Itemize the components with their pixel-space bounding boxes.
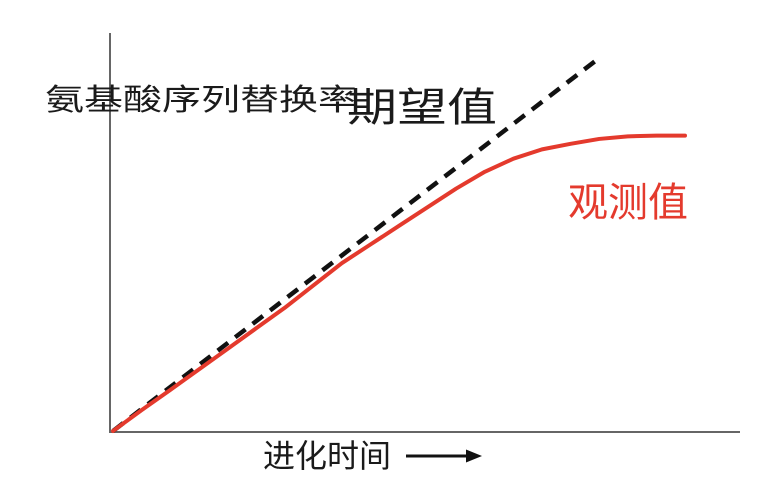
expected-line [111,56,601,433]
observed-line [111,133,687,433]
expected-value-label: 期望值 [347,85,497,130]
observed-value-label: 观测值 [568,180,688,225]
x-axis-arrow-icon [406,449,482,463]
y-axis-label: 氨基酸序列替换率 [45,84,357,117]
x-axis-label: 进化时间 [263,438,392,474]
